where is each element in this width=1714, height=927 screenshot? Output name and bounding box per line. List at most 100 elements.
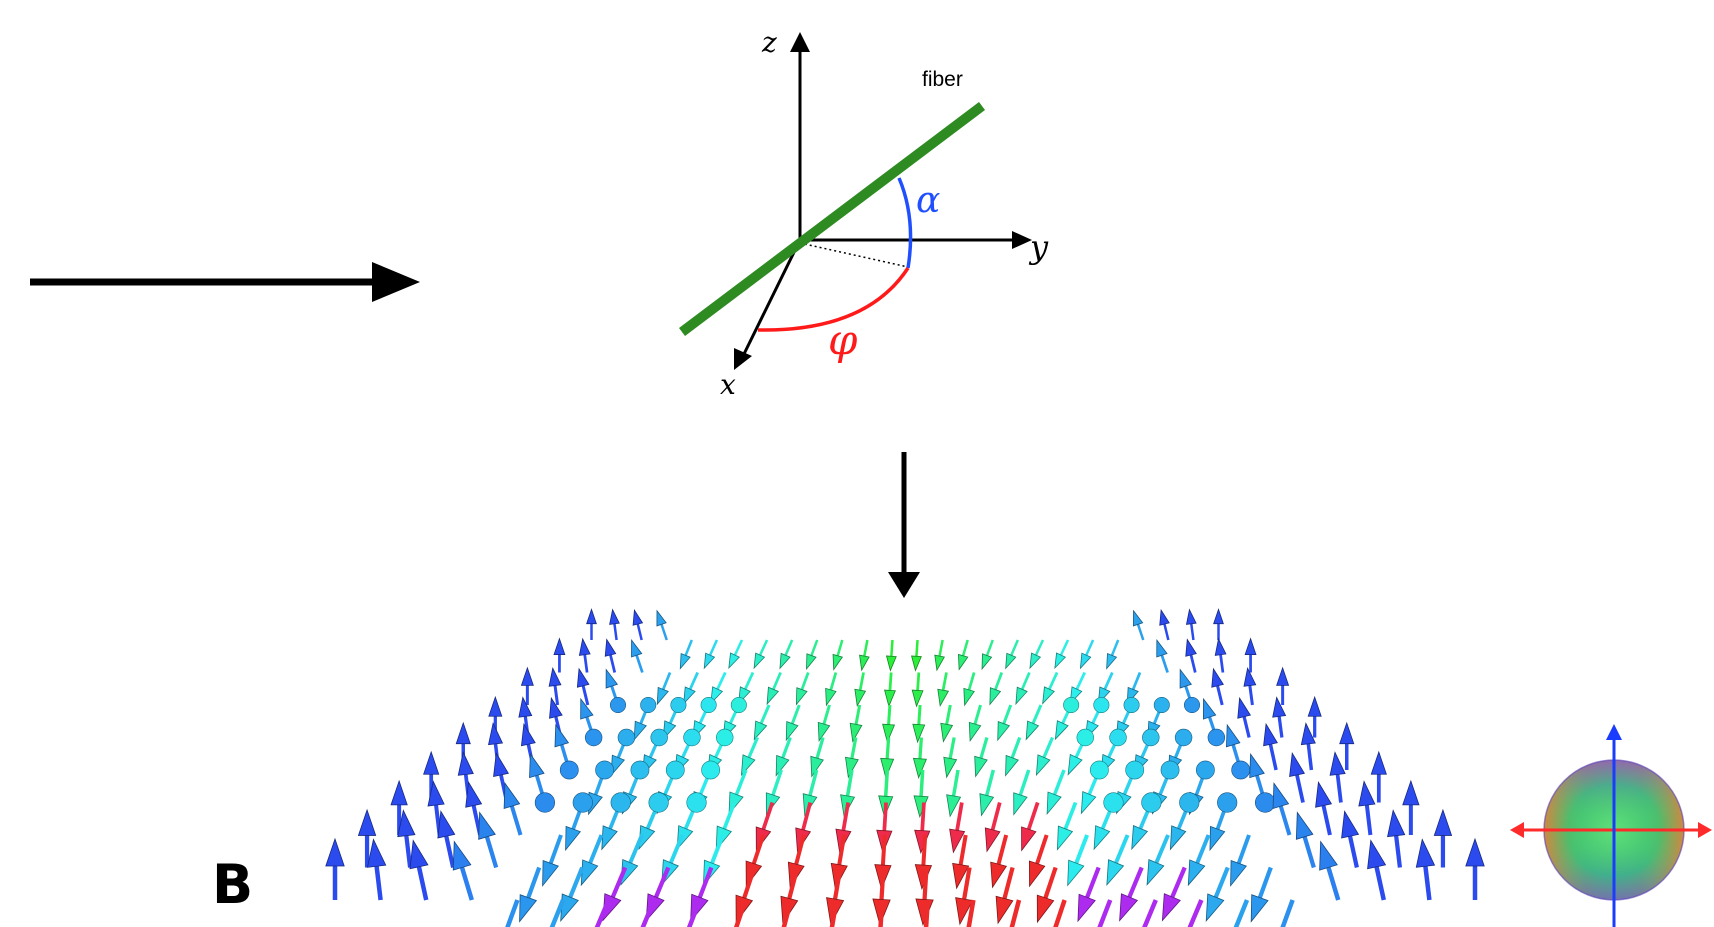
- alpha-label: α: [916, 180, 940, 221]
- vector-arrow-head-icon: [1370, 750, 1387, 775]
- vector-arrow-head-icon: [1250, 894, 1269, 923]
- vector-arrow-head-icon: [1244, 637, 1257, 655]
- vector-arrow-head-icon: [1230, 860, 1247, 887]
- vector-arrow-head-icon: [423, 750, 440, 775]
- vector-arrow-dot: [1093, 696, 1110, 713]
- vector-arrow-head-icon: [548, 666, 562, 687]
- vector-arrow-head-icon: [390, 779, 408, 806]
- vector-arrow-head-icon: [795, 687, 808, 706]
- vector-arrow-head-icon: [1205, 893, 1225, 922]
- vector-arrow-head-icon: [911, 655, 922, 672]
- arrow-down-icon: [888, 452, 920, 598]
- vector-arrow-head-icon: [1272, 782, 1290, 809]
- vector-arrow-head-icon: [605, 668, 619, 689]
- vector-arrow-head-icon: [549, 696, 563, 719]
- vector-arrow-dot: [610, 792, 631, 813]
- vector-arrow-head-icon: [1046, 791, 1062, 816]
- vector-arrow-head-icon: [656, 609, 667, 627]
- vector-arrow-head-icon: [529, 752, 545, 779]
- vector-arrow-head-icon: [1465, 837, 1485, 867]
- vector-arrow-dot: [534, 792, 556, 813]
- vector-arrow-head-icon: [949, 828, 966, 854]
- legend-left-arrowhead-icon: [1510, 822, 1524, 838]
- vector-arrow-head-icon: [1415, 838, 1436, 868]
- x-axis: [742, 239, 802, 355]
- vector-arrow-head-icon: [1042, 686, 1055, 705]
- vector-arrow-head-icon: [981, 653, 993, 671]
- fiber-label: fiber: [922, 68, 963, 91]
- phi-label: φ: [828, 315, 858, 364]
- panel-label: B: [212, 853, 253, 916]
- vector-arrow-head-icon: [1005, 652, 1017, 670]
- vector-arrow-head-icon: [817, 721, 831, 743]
- z-axis-label: z: [761, 26, 777, 59]
- vector-arrow-head-icon: [911, 689, 924, 708]
- vector-arrow-dot: [648, 792, 669, 813]
- vector-arrow-head-icon: [1119, 893, 1139, 922]
- vector-arrow-head-icon: [849, 722, 863, 743]
- vector-arrow-stem: [686, 899, 702, 927]
- vector-arrow-dot: [650, 728, 668, 747]
- vector-arrow-head-icon: [912, 723, 926, 744]
- vector-arrow-dot: [1089, 760, 1109, 780]
- vector-arrow-dot: [1183, 696, 1200, 713]
- coordinate-axes: [734, 32, 1032, 370]
- vector-arrow-head-icon: [1028, 860, 1046, 888]
- vector-arrow-head-icon: [882, 723, 896, 744]
- vector-arrow-head-icon: [457, 751, 474, 776]
- vector-arrow-dot: [1123, 696, 1140, 713]
- vector-arrow-dot: [595, 760, 615, 780]
- vector-arrow-stem: [781, 899, 794, 927]
- vector-arrow-head-icon: [1295, 811, 1314, 840]
- vector-arrow-head-icon: [1185, 638, 1197, 657]
- vector-arrow-head-icon: [766, 686, 780, 706]
- vector-arrow-head-icon: [465, 781, 483, 808]
- vector-arrow-head-icon: [1402, 779, 1420, 806]
- vector-arrow-head-icon: [542, 860, 559, 887]
- vector-arrow-head-icon: [409, 839, 429, 870]
- vector-arrow-head-icon: [586, 608, 597, 625]
- vector-arrow-head-icon: [580, 859, 599, 887]
- vector-arrow-head-icon: [1021, 826, 1037, 852]
- vector-arrow-dot: [1063, 696, 1080, 713]
- vector-arrow-head-icon: [1315, 781, 1333, 808]
- vector-arrow-head-icon: [1272, 696, 1287, 718]
- vector-arrow-head-icon: [832, 653, 844, 671]
- vector-arrow-head-icon: [1056, 825, 1074, 851]
- vector-arrow-head-icon: [1237, 696, 1252, 719]
- vector-arrow-head-icon: [825, 687, 837, 707]
- vector-arrow-head-icon: [1169, 825, 1187, 851]
- vector-arrow-head-icon: [884, 689, 896, 708]
- vector-arrow-head-icon: [1209, 825, 1226, 852]
- alpha-arc: [897, 177, 913, 269]
- vector-arrow-stem: [966, 899, 976, 927]
- vector-arrow-dot: [716, 728, 734, 747]
- vector-arrow-head-icon: [554, 723, 570, 748]
- vector-arrow-dot: [683, 728, 701, 747]
- vector-arrow-dot: [1076, 728, 1094, 747]
- vector-arrow-dot: [1153, 696, 1170, 713]
- vector-arrow-head-icon: [325, 837, 345, 867]
- vector-arrow-head-icon: [580, 697, 594, 720]
- vector-arrow-stem: [1009, 899, 1022, 927]
- vector-arrow-head-icon: [1226, 723, 1241, 748]
- arrow-right-icon: [30, 262, 420, 302]
- vector-arrow-head-icon: [633, 720, 647, 741]
- vector-arrow-head-icon: [940, 722, 954, 743]
- vector-arrow-head-icon: [806, 653, 817, 671]
- vector-arrow-dot: [1141, 792, 1162, 813]
- vector-arrow-head-icon: [1319, 840, 1338, 871]
- vector-arrow-head-icon: [1300, 722, 1316, 746]
- vector-arrow-head-icon: [656, 686, 669, 706]
- vector-arrow-head-icon: [934, 654, 945, 672]
- vector-arrow-head-icon: [1077, 893, 1096, 923]
- vector-arrow-head-icon: [1156, 638, 1168, 658]
- vector-arrow-head-icon: [946, 794, 962, 818]
- vector-arrow-head-icon: [979, 793, 995, 817]
- vector-arrow-head-icon: [1106, 652, 1118, 670]
- vector-arrow-head-icon: [854, 688, 867, 708]
- vector-arrow-head-icon: [357, 808, 377, 836]
- vector-arrow-head-icon: [601, 825, 618, 851]
- vector-arrow-head-icon: [810, 755, 824, 778]
- vector-arrow-dot: [1174, 728, 1193, 747]
